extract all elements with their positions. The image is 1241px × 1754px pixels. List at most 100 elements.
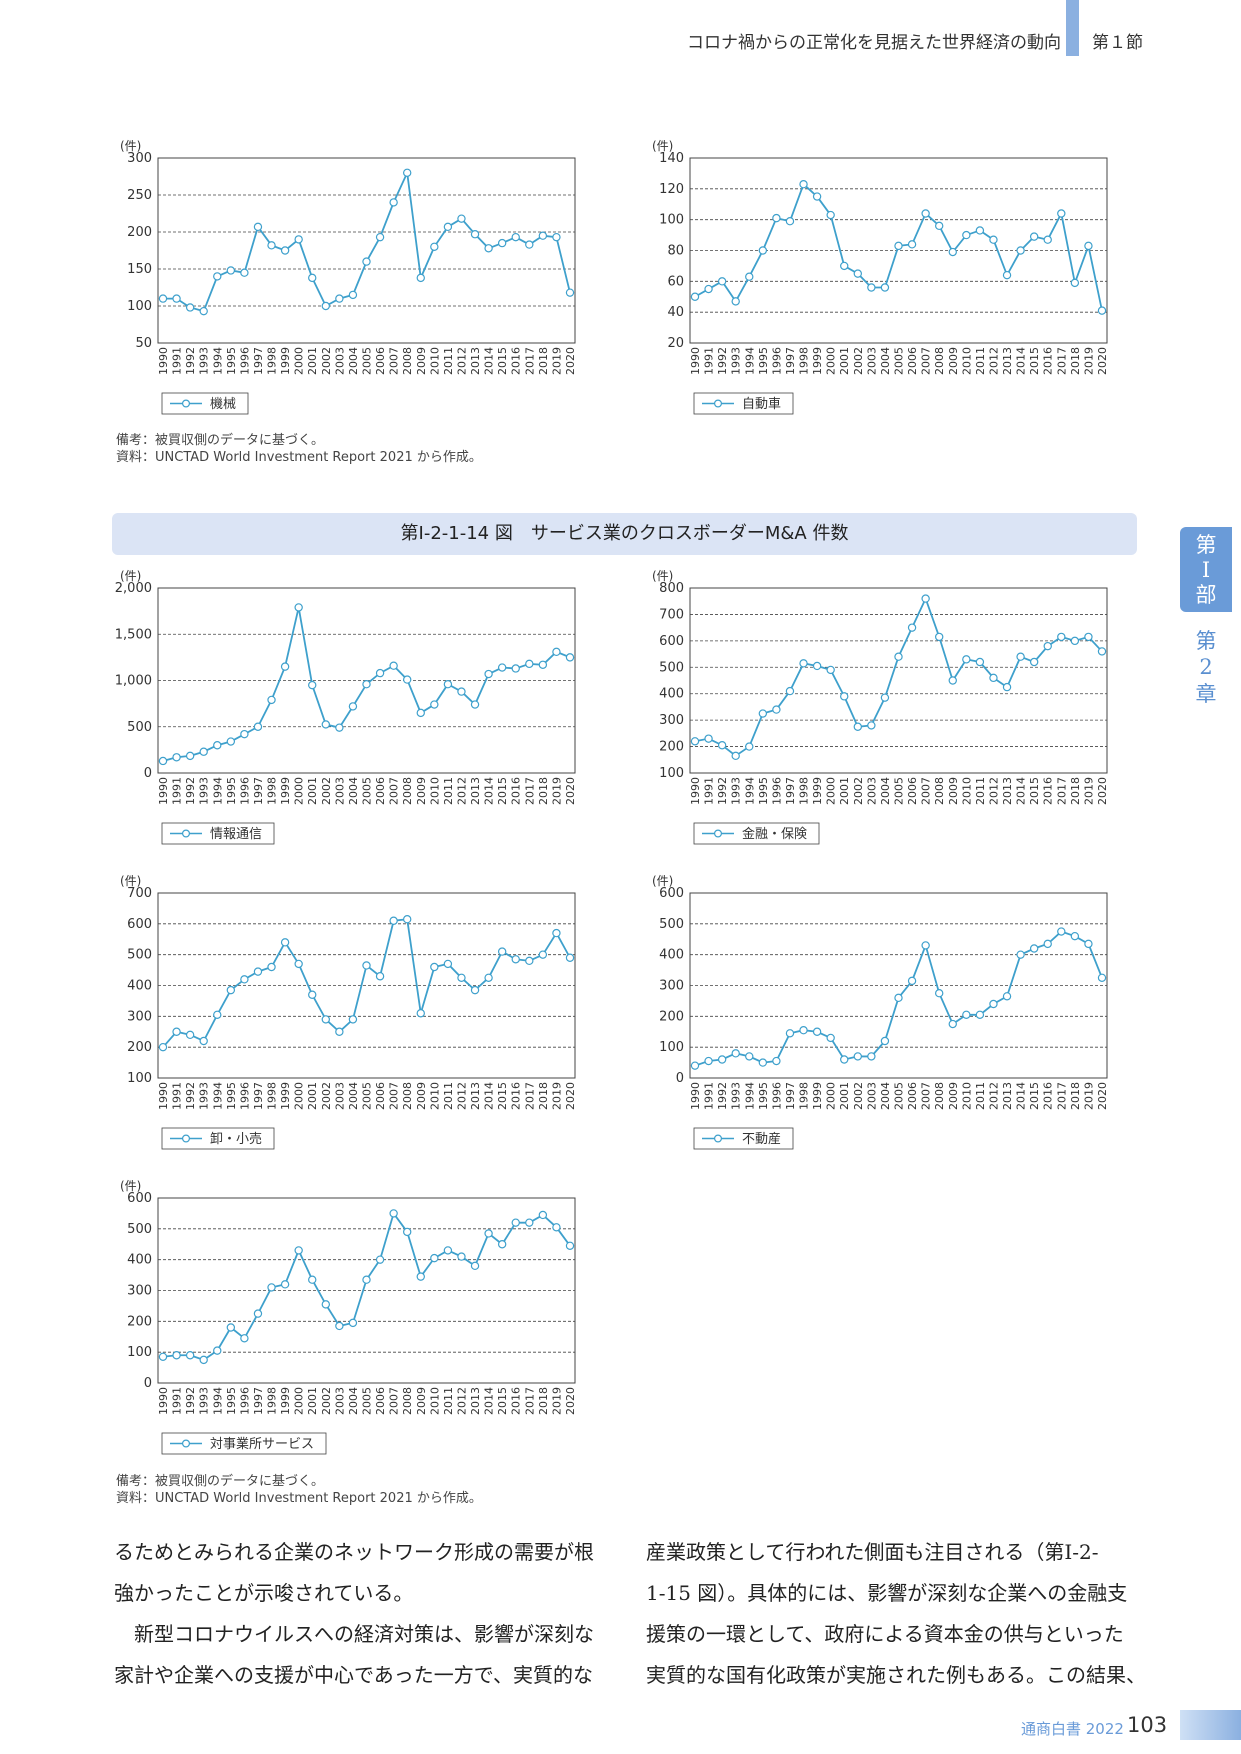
legend-label: 情報通信 [210,827,262,842]
y-axis-unit-label: (件) [652,569,673,583]
data-point [430,1253,439,1263]
data-point [826,665,835,675]
data-point [416,708,425,718]
footer-publication: 通商白書 2022 [1021,1720,1124,1738]
x-tick-label: 2003 [333,347,346,375]
data-point [880,283,890,292]
x-tick-label: 2014 [483,1387,496,1415]
y-tick-label: 2,000 [115,581,152,596]
x-tick-label: 1998 [266,1387,279,1415]
y-tick-label: 200 [659,1009,684,1024]
data-point [185,303,195,312]
body-line: 産業政策として行われた側面も注目される（第Ⅰ-2- [646,1540,1099,1564]
footer-accent-bar [1180,1710,1241,1740]
data-point [172,753,181,762]
x-tick-label: 1998 [266,777,279,805]
x-tick-label: 2009 [947,1082,960,1110]
x-tick-label: 2009 [947,347,960,375]
x-tick-label: 1992 [716,1082,729,1110]
data-point [812,661,822,671]
data-point [565,288,575,297]
data-point [335,1321,344,1331]
x-tick-label: 2006 [906,347,919,375]
data-point [799,659,808,668]
data-point [348,290,358,300]
data-point [199,1036,208,1046]
data-point [894,241,903,251]
x-tick-label: 2018 [1069,347,1082,375]
data-point [962,1010,971,1019]
data-point [267,962,276,972]
data-point [1097,973,1107,982]
series-line [694,596,1103,757]
x-tick-label: 1995 [757,347,770,375]
x-tick-label: 1993 [198,777,211,805]
x-tick-label: 2018 [1069,1082,1082,1110]
data-point [717,277,727,286]
data-point [552,1223,561,1232]
x-tick-label: 2008 [401,347,414,375]
data-point [348,702,358,711]
data-point [1057,209,1066,218]
data-point [745,742,754,751]
x-tick-label: 2020 [564,1387,577,1415]
x-tick-label: 2007 [388,777,401,805]
x-tick-label: 2003 [865,777,878,805]
data-point [403,1227,412,1237]
x-tick-label: 2005 [361,1387,374,1415]
data-point [375,232,385,242]
data-point [470,700,480,709]
y-axis-unit-label: (件) [120,569,141,583]
x-tick-label: 1994 [211,1082,224,1110]
x-tick-label: 1991 [171,347,184,375]
data-point [348,1015,358,1024]
data-point [158,756,168,766]
y-tick-label: 50 [135,336,152,351]
chapter-tab-char: 章 [1195,681,1217,706]
data-point [880,693,890,702]
x-tick-label: 2006 [374,1082,387,1110]
data-point [497,238,507,248]
data-point [704,1056,713,1066]
data-point [294,235,303,244]
x-tick-label: 2010 [960,347,973,375]
data-point [853,269,862,278]
x-tick-label: 1994 [743,777,756,805]
data-point [1016,652,1025,661]
x-tick-label: 2010 [960,777,973,805]
x-tick-label: 2015 [496,1387,509,1415]
y-tick-label: 60 [667,274,684,289]
x-tick-label: 2017 [523,347,536,375]
x-tick-label: 2003 [333,1082,346,1110]
y-tick-label: 0 [144,766,152,781]
data-point [552,928,561,938]
data-point [758,1058,768,1067]
data-point [172,1351,181,1360]
x-tick-label: 2020 [564,1082,577,1110]
data-point [975,1010,985,1019]
y-tick-label: 1,000 [115,674,152,689]
legend-marker-swatch [181,1134,190,1143]
note-source: 資料：UNCTAD World Investment Report 2021 か… [116,450,482,465]
y-tick-label: 120 [659,182,684,197]
x-tick-label: 2008 [401,777,414,805]
x-tick-label: 2004 [347,777,360,805]
series-line [162,1211,571,1361]
chapter-tab-char: 2 [1199,655,1213,680]
x-tick-label: 1999 [279,347,292,375]
data-point [799,180,808,189]
legend-box [161,1127,275,1150]
part-tab: 第 Ⅰ 部 [1180,527,1232,612]
data-point [375,972,385,981]
data-point [731,751,740,761]
y-tick-label: 200 [127,1040,152,1055]
x-tick-label: 1990 [157,1082,170,1110]
x-tick-label: 2019 [550,347,563,375]
legend: 卸・小売 [161,1127,275,1150]
x-tick-label: 1999 [279,1387,292,1415]
x-tick-label: 1996 [238,347,251,375]
x-tick-label: 2007 [388,1082,401,1110]
x-tick-label: 1992 [716,347,729,375]
x-tick-label: 2011 [442,777,455,805]
legend-marker-swatch [181,1439,190,1448]
